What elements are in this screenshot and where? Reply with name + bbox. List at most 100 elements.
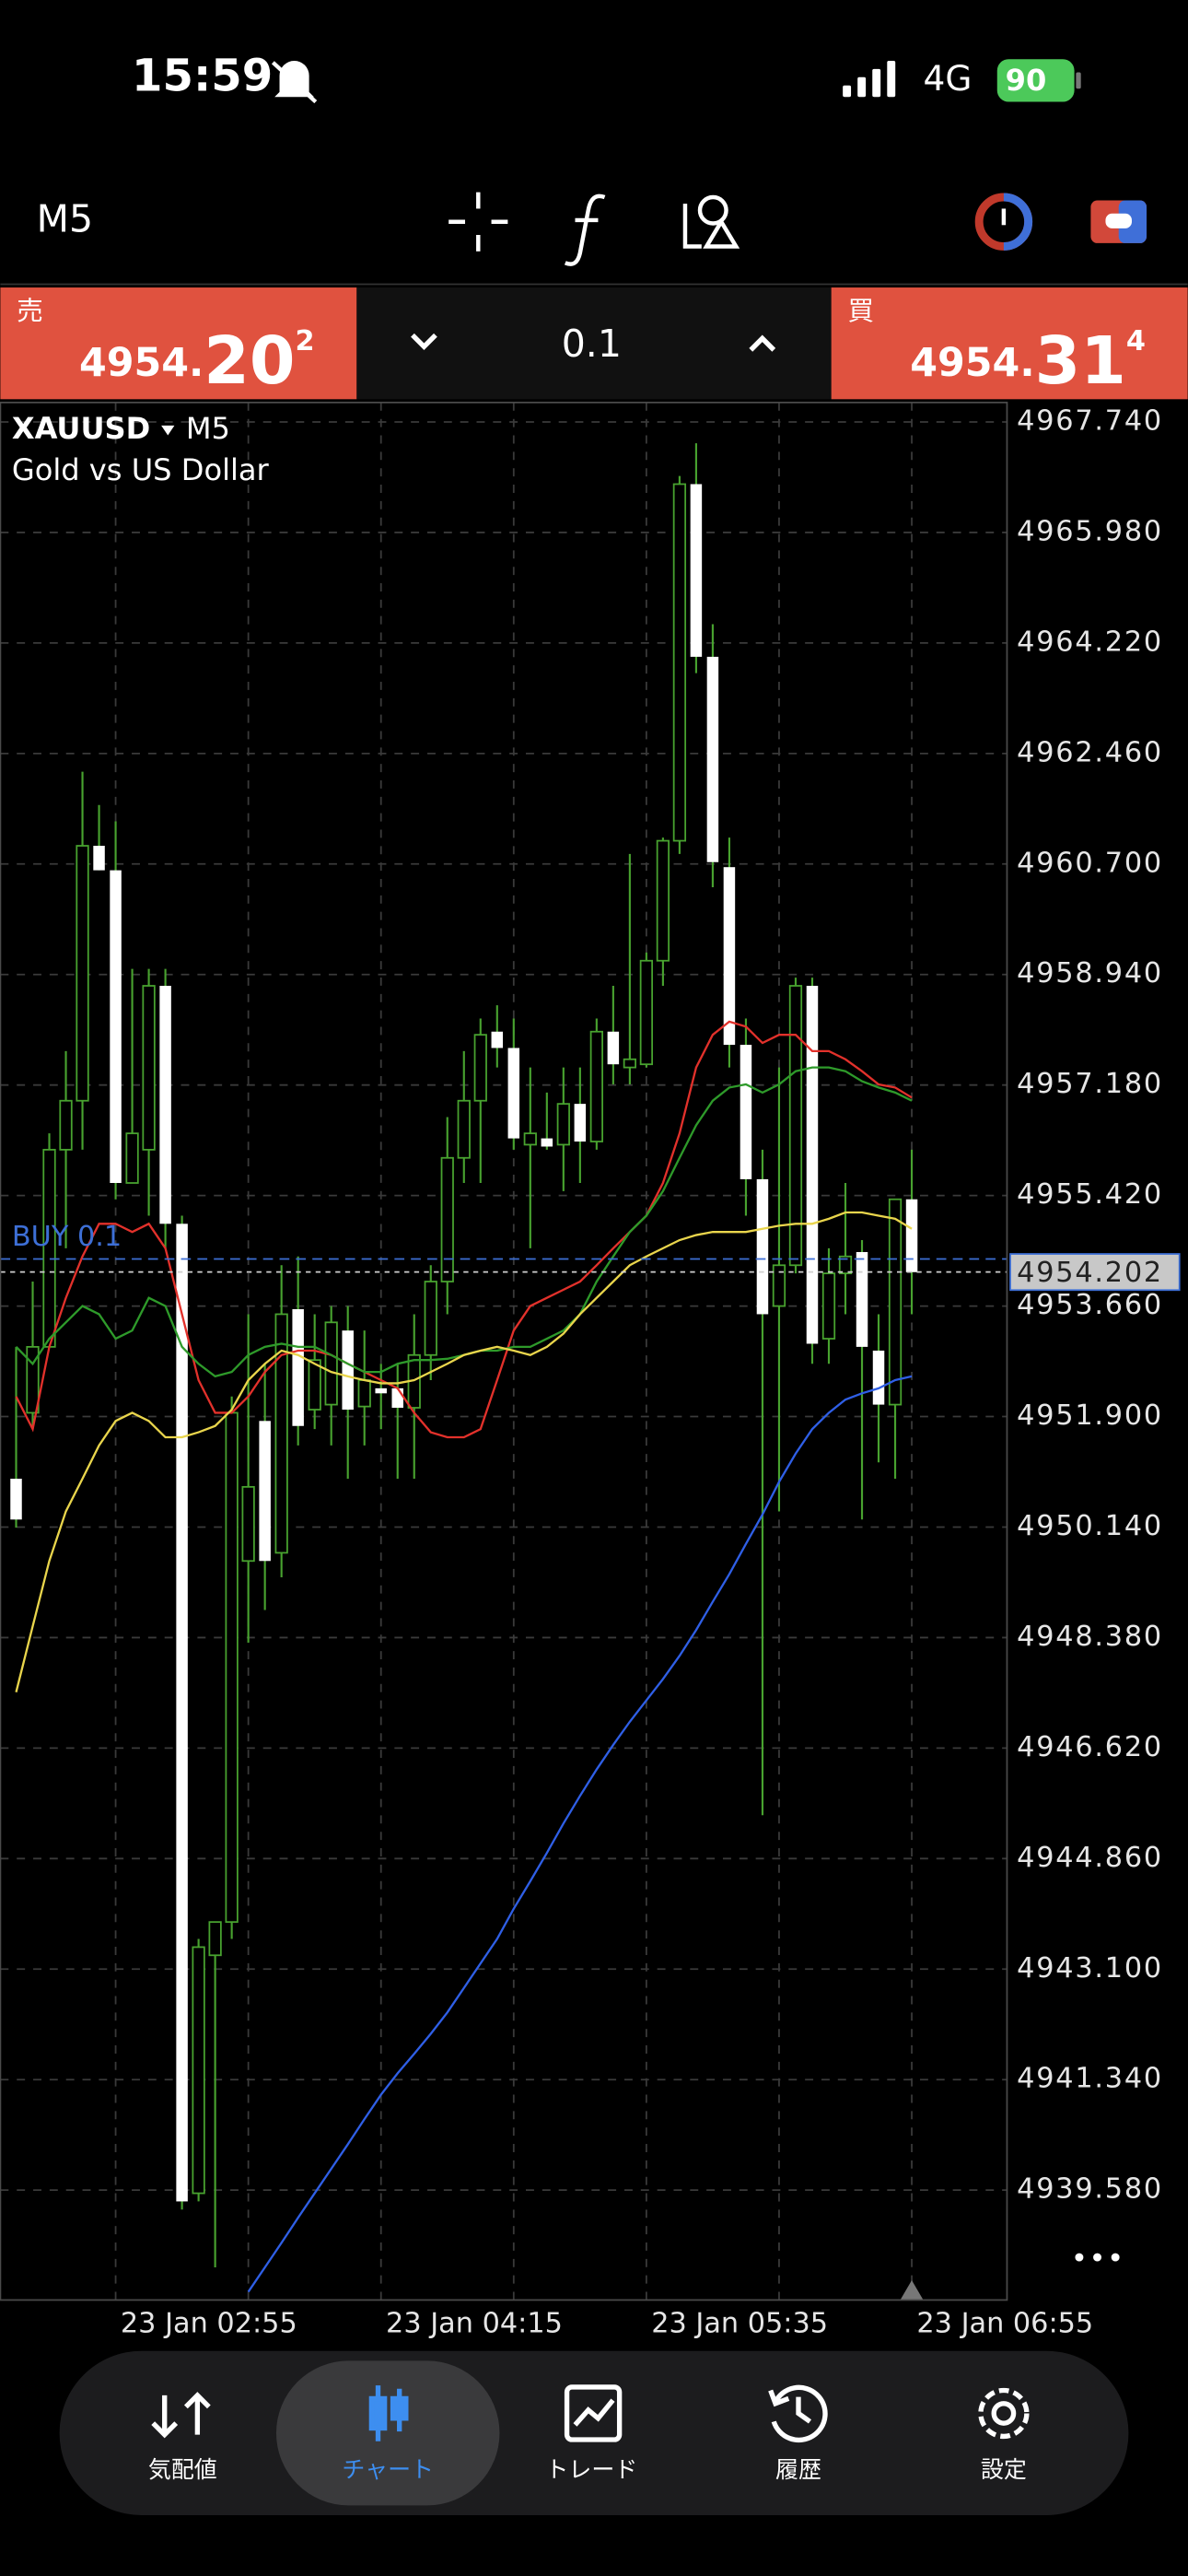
candle-body [589,1030,603,1142]
nav-item[interactable]: トレード [545,2456,637,2483]
candle-body [292,1308,304,1426]
candle-body [541,1138,553,1147]
trading-button[interactable] [1090,200,1147,243]
y-tick-label: 4957.180 [1017,1068,1163,1100]
volume-down[interactable] [411,333,437,351]
objects-button[interactable] [682,194,740,249]
sell-price-sup: 2 [296,324,315,357]
symbol-dropdown[interactable] [161,425,175,436]
candle-body [59,1099,73,1151]
y-tick-label: 4965.980 [1017,515,1163,547]
candle-body [93,846,105,871]
plot [0,443,1007,2293]
candle-body [110,870,122,1184]
candle-body [473,1034,487,1102]
trade-icon [564,2384,623,2442]
candle-body [556,1103,570,1146]
sell-button[interactable] [0,287,357,400]
sell-price-big: 20 [204,322,295,398]
signals-button[interactable] [974,193,1033,251]
candle-body [756,1178,769,1315]
nav-items: 気配値 チャート トレード 履歴 設定 [148,2360,1027,2506]
volume-up[interactable] [749,334,776,352]
mute-icon [271,60,318,104]
candle-body [507,1048,520,1139]
candle-body [159,986,171,1224]
candle-body [308,1359,321,1411]
candle-body [872,1350,885,1405]
candle-body [375,1388,387,1394]
sell-price: 4954.202 [79,322,315,398]
crosshair-button[interactable] [448,192,508,252]
order-label: BUY 0.1 [12,1221,122,1253]
nav-item[interactable]: 気配値 [148,2456,217,2483]
y-tick-label: 4950.140 [1017,1510,1163,1542]
candle-body [10,1479,22,1520]
volume[interactable]: 0.1 [562,322,622,366]
buy-button[interactable] [831,287,1188,400]
x-tick-label: 23 Jan 06:55 [916,2308,1093,2340]
nav-item[interactable]: 履歴 [775,2456,821,2483]
buy-price-big: 31 [1035,322,1126,398]
candle-body [225,1411,239,1924]
nav-item[interactable]: 設定 [981,2456,1027,2483]
y-tick-label: 4967.740 [1017,405,1163,438]
y-tick-label: 4944.860 [1017,1842,1163,1874]
y-tick-label: 4958.940 [1017,957,1163,989]
candle-body [788,985,803,1267]
y-tick-label: 4962.460 [1017,736,1163,768]
candle-body [241,1485,255,1563]
candle-body [76,845,89,1102]
buy-label: 買 [847,296,874,326]
candle-body [574,1104,587,1142]
plot-border [0,401,1008,2301]
candle-body [523,1132,537,1146]
y-tick-label: 4953.660 [1017,1289,1163,1321]
candle-body [457,1099,471,1159]
candle-body [888,1198,903,1406]
timeframe-button[interactable]: M5 [37,197,93,241]
status-time: 15:59 [132,51,273,102]
signal-icon [843,60,896,98]
candle-body [391,1388,403,1408]
nav-item[interactable]: チャート [342,2456,434,2483]
x-tick-label: 23 Jan 02:55 [121,2308,297,2340]
candle-body [740,1045,752,1179]
symbol-description: Gold vs US Dollar [12,452,270,487]
candle-body [259,1421,271,1562]
x-tick-label: 23 Jan 04:15 [386,2308,563,2340]
ma-line [15,1020,913,1439]
buy-price-sup: 4 [1126,324,1146,357]
candle-body [607,1031,620,1065]
candle-body [324,1321,338,1406]
settings-icon [978,2387,1030,2440]
candle-body [26,1345,40,1414]
candle-body [806,986,819,1344]
candle-body [639,959,654,1066]
axes: 4939.580 4941.340 4943.100 4944.860 4946.620… [12,405,1181,2340]
candle-body [192,1946,205,2195]
battery-cap [1076,72,1081,89]
battery-level: 90 [1006,63,1047,98]
candle-body [723,867,736,1046]
nav-active-bg [275,2360,500,2506]
y-tick-label: 4955.420 [1017,1178,1163,1211]
quotes-icon [151,2392,211,2439]
sell-price-main: 4954. [79,339,204,385]
nav-bar [59,2350,1129,2516]
buy-price-main: 4954. [910,339,1034,385]
candle-body [176,1224,188,2202]
candle-body [772,1264,786,1307]
candle-body [424,1281,437,1356]
chart-timeframe: M5 [186,411,230,446]
candle-body [440,1156,454,1282]
chart-icon [368,2385,409,2441]
symbol[interactable]: XAUUSD [12,411,150,446]
candle-body [357,1379,371,1408]
indicators-button[interactable] [564,193,606,266]
y-tick-label: 4939.580 [1017,2173,1163,2206]
history-icon [768,2384,828,2443]
more-button[interactable] [1075,2253,1120,2262]
